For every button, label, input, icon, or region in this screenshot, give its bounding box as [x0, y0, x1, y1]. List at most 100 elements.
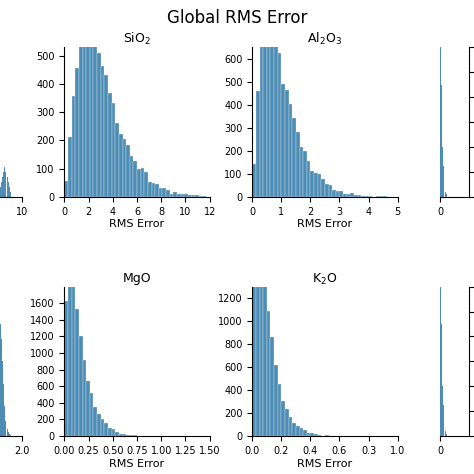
- Bar: [2, 361, 3, 436]
- Title: SiO$_2$: SiO$_2$: [123, 31, 151, 47]
- Bar: [90, 393, 93, 436]
- Bar: [0, 187, 1, 197]
- Bar: [314, 434, 318, 436]
- Bar: [446, 434, 447, 436]
- Bar: [199, 196, 202, 197]
- Bar: [318, 174, 321, 197]
- Bar: [252, 164, 256, 197]
- Bar: [4, 167, 5, 197]
- Bar: [119, 134, 123, 197]
- Bar: [289, 103, 292, 197]
- Bar: [361, 196, 365, 197]
- Bar: [365, 196, 368, 197]
- Bar: [72, 96, 75, 197]
- Bar: [267, 311, 271, 436]
- Bar: [256, 166, 260, 436]
- X-axis label: RMS Error: RMS Error: [297, 219, 353, 229]
- Bar: [133, 435, 137, 436]
- Bar: [93, 407, 97, 436]
- Bar: [130, 435, 133, 436]
- Bar: [368, 196, 372, 197]
- Bar: [130, 156, 133, 197]
- Bar: [256, 91, 260, 197]
- Bar: [86, 382, 90, 436]
- Bar: [177, 194, 181, 197]
- Bar: [155, 184, 159, 197]
- Bar: [445, 192, 446, 197]
- Bar: [440, 47, 441, 197]
- Bar: [260, 221, 263, 436]
- Bar: [303, 151, 307, 197]
- Bar: [104, 75, 108, 197]
- Bar: [181, 194, 184, 197]
- Bar: [75, 309, 79, 436]
- Bar: [296, 132, 300, 197]
- Bar: [82, 17, 86, 197]
- Bar: [267, 32, 271, 197]
- Bar: [271, 35, 274, 197]
- Bar: [173, 191, 177, 197]
- Bar: [328, 185, 332, 197]
- Bar: [285, 409, 289, 436]
- Bar: [278, 384, 282, 436]
- Bar: [7, 177, 8, 197]
- Bar: [357, 195, 361, 197]
- Bar: [5, 172, 7, 197]
- Bar: [444, 178, 445, 197]
- X-axis label: RMS Error: RMS Error: [109, 219, 164, 229]
- Bar: [195, 195, 199, 197]
- Bar: [318, 435, 321, 436]
- X-axis label: RMS Error: RMS Error: [297, 458, 353, 469]
- Bar: [7, 428, 8, 436]
- Bar: [442, 386, 443, 436]
- Bar: [108, 93, 112, 197]
- Bar: [90, 31, 93, 197]
- Bar: [1, 182, 2, 197]
- Bar: [442, 147, 443, 197]
- Bar: [278, 54, 282, 197]
- Bar: [64, 301, 68, 436]
- Bar: [202, 196, 206, 197]
- Bar: [148, 182, 152, 197]
- Bar: [75, 68, 79, 197]
- Bar: [133, 161, 137, 197]
- Bar: [119, 434, 123, 436]
- Bar: [152, 183, 155, 197]
- Bar: [104, 423, 108, 436]
- Bar: [445, 431, 446, 436]
- Bar: [307, 161, 310, 197]
- Bar: [321, 179, 325, 197]
- Bar: [354, 195, 357, 197]
- Bar: [112, 429, 115, 436]
- Bar: [307, 433, 310, 436]
- Bar: [3, 384, 4, 436]
- Bar: [440, 287, 441, 436]
- Bar: [93, 32, 97, 197]
- Bar: [112, 103, 115, 197]
- Bar: [4, 406, 5, 436]
- Bar: [441, 324, 442, 436]
- Bar: [346, 194, 350, 197]
- Bar: [79, 337, 82, 436]
- Bar: [282, 84, 285, 197]
- X-axis label: RMS Error: RMS Error: [109, 458, 164, 469]
- Bar: [310, 433, 314, 436]
- Bar: [86, 19, 90, 197]
- Bar: [123, 139, 126, 197]
- Bar: [263, 17, 267, 197]
- Bar: [72, 275, 75, 436]
- Bar: [123, 434, 126, 436]
- Title: K$_2$O: K$_2$O: [312, 272, 337, 286]
- Bar: [314, 173, 318, 197]
- Bar: [166, 190, 170, 197]
- Bar: [126, 435, 130, 436]
- Bar: [8, 432, 9, 436]
- Bar: [300, 147, 303, 197]
- Bar: [339, 191, 343, 197]
- Bar: [10, 435, 11, 436]
- Bar: [292, 423, 296, 436]
- Bar: [332, 190, 336, 197]
- Title: MgO: MgO: [123, 273, 151, 285]
- Bar: [443, 405, 444, 436]
- Bar: [444, 418, 445, 436]
